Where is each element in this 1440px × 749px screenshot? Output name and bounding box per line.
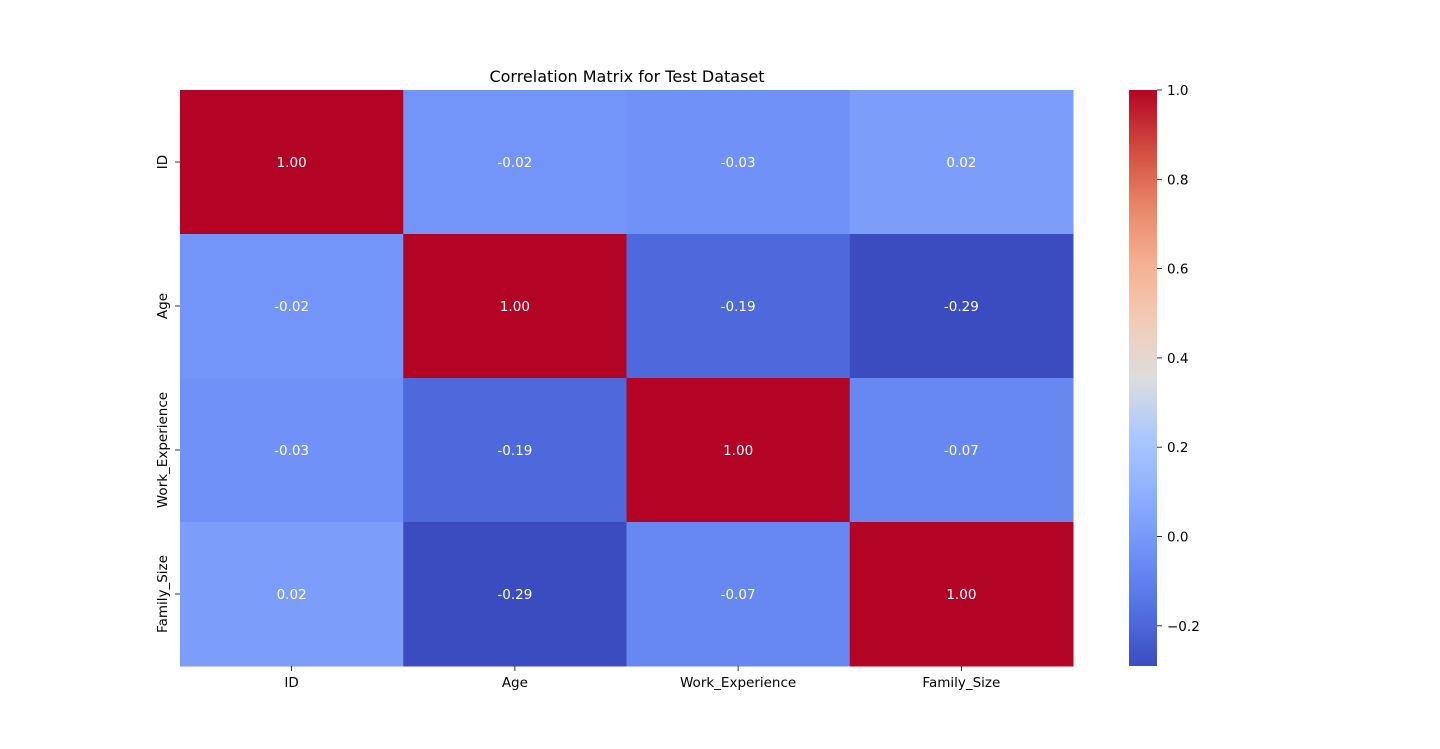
heatmap-cell: [403, 522, 627, 667]
heatmap-cell: [180, 378, 404, 523]
heatmap-cell: [403, 234, 627, 379]
heatmap-cell: [180, 522, 404, 667]
colorbar-tick-label: 0.2: [1167, 440, 1188, 456]
heatmap-cell: [180, 90, 404, 235]
cell-annotation: -0.07: [944, 443, 979, 459]
colorbar-axis: −0.2 0.0 0.2 0.4 0.6 0.8 1.0: [1157, 83, 1200, 635]
heatmap-cell: [849, 378, 1074, 523]
colorbar-tick-label: 1.0: [1167, 83, 1188, 99]
cell-annotation: 1.00: [500, 299, 530, 315]
colorbar-gradient: [1129, 90, 1157, 666]
chart-title: Correlation Matrix for Test Dataset: [489, 67, 764, 86]
cell-annotation: -0.29: [944, 299, 979, 315]
x-tick-label: Age: [502, 675, 528, 691]
heatmap-cell: [849, 522, 1074, 667]
y-tick-label: Age: [155, 293, 171, 319]
heatmap-cell: [403, 90, 627, 235]
cell-annotation: 0.02: [946, 155, 976, 171]
cell-annotation: -0.19: [721, 299, 756, 315]
colorbar-tick-label: 0.8: [1167, 172, 1188, 188]
heatmap-cell: [849, 234, 1074, 379]
colorbar-tick-label: 0.6: [1167, 262, 1188, 278]
cell-annotation: 0.02: [277, 587, 307, 603]
y-tick-label: Family_Size: [155, 555, 171, 633]
cell-annotation: -0.02: [274, 299, 309, 315]
heatmap-grid: 1.00 -0.02 -0.03 0.02 -0.02 1.00 -0.19 -0.29 -0.…: [180, 90, 1074, 667]
cell-annotation: 1.00: [946, 587, 976, 603]
x-axis: ID Age Work_Experience Family_Size: [284, 666, 1000, 691]
heatmap-cell: [626, 234, 851, 379]
colorbar-tick-label: 0.4: [1167, 351, 1188, 367]
colorbar: −0.2 0.0 0.2 0.4 0.6 0.8 1.0: [1129, 83, 1200, 666]
heatmap-cell: [626, 378, 851, 523]
heatmap-cell: [849, 90, 1074, 235]
heatmap-cell: [626, 522, 851, 667]
y-tick-label: ID: [155, 155, 171, 169]
cell-annotation: -0.07: [721, 587, 756, 603]
heatmap-cell: [180, 234, 404, 379]
cell-annotation: -0.03: [274, 443, 309, 459]
x-tick-label: Work_Experience: [680, 675, 796, 691]
x-tick-label: ID: [284, 675, 298, 691]
colorbar-tick-label: 0.0: [1167, 530, 1188, 546]
y-axis: ID Age Work_Experience Family_Size: [155, 155, 180, 633]
colorbar-tick-label: −0.2: [1167, 619, 1200, 635]
cell-annotation: 1.00: [723, 443, 753, 459]
cell-annotation: -0.29: [497, 587, 532, 603]
y-tick-label: Work_Experience: [155, 392, 171, 508]
heatmap-cell: [403, 378, 627, 523]
x-tick-label: Family_Size: [922, 675, 1000, 691]
cell-annotation: -0.03: [721, 155, 756, 171]
cell-annotation: 1.00: [277, 155, 307, 171]
heatmap-cell: [626, 90, 851, 235]
cell-annotation: -0.19: [497, 443, 532, 459]
cell-annotation: -0.02: [497, 155, 532, 171]
